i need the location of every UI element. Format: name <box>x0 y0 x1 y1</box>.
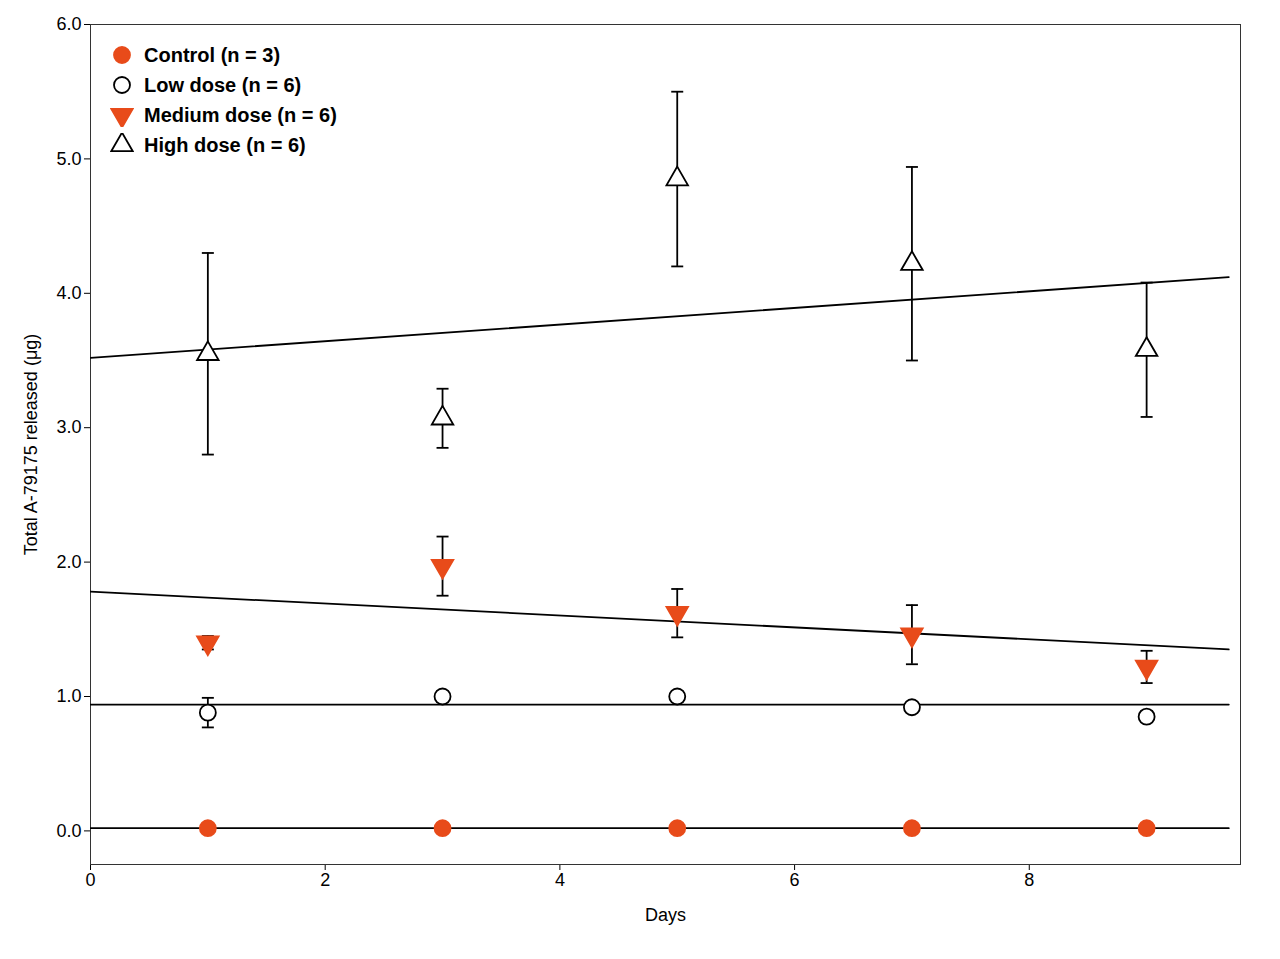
html-text:Medium dose (n = 6): Medium dose (n = 6) <box>144 104 337 126</box>
svg-text:4: 4 <box>555 870 565 890</box>
svg-text:2.0: 2.0 <box>56 552 81 572</box>
svg-text:2: 2 <box>320 870 330 890</box>
svg-text:8: 8 <box>1024 870 1034 890</box>
svg-text:Days: Days <box>645 905 686 925</box>
svg-text:0: 0 <box>85 870 95 890</box>
html-text:Control (n = 3): Control (n = 3) <box>144 44 281 66</box>
svg-text:4.0: 4.0 <box>56 283 81 303</box>
svg-text:1.0: 1.0 <box>56 686 81 706</box>
svg-text:6.0: 6.0 <box>56 14 81 34</box>
svg-text:0.0: 0.0 <box>56 821 81 841</box>
svg-text:6: 6 <box>790 870 800 890</box>
svg-text:Total A-79175 released (μg): Total A-79175 released (μg) <box>21 334 41 556</box>
svg-text:5.0: 5.0 <box>56 149 81 169</box>
html-text:High dose (n = 6): High dose (n = 6) <box>144 134 306 156</box>
html-text:Low dose (n = 6): Low dose (n = 6) <box>144 74 302 96</box>
svg-text:3.0: 3.0 <box>56 417 81 437</box>
